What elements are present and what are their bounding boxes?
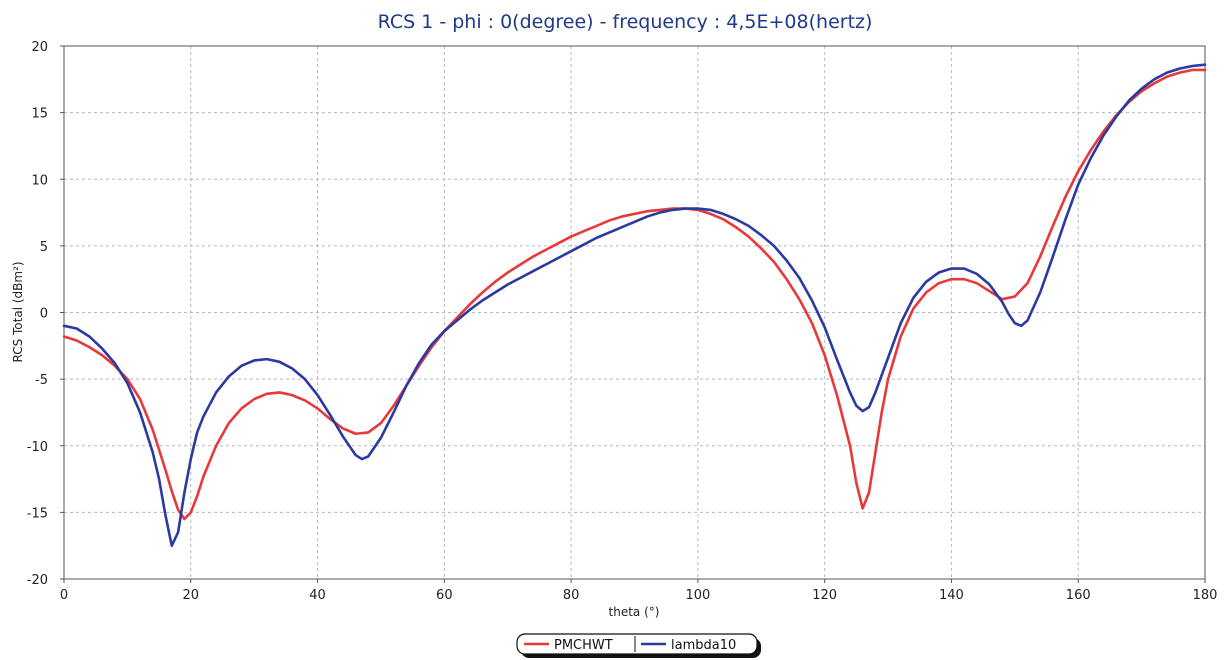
y-tick-label: -20 (27, 573, 48, 588)
y-tick-label: 5 (40, 240, 48, 255)
y-tick-label: 10 (31, 173, 48, 188)
plot-area-frame (63, 45, 1206, 580)
y-tick-label: 0 (40, 307, 48, 322)
tick-labels: 0 20 40 60 80 100 120 140 160 180 -20 -15 -10 -5 0 5 10 1… (27, 40, 1218, 603)
series-lines (62, 63, 1207, 547)
chart-title: RCS 1 - phi : 0(degree) - frequency : 4,… (378, 11, 873, 33)
y-tick-label: -5 (35, 373, 48, 388)
legend-box (516, 633, 758, 655)
x-tick-label: 40 (309, 588, 326, 603)
x-tick-label: 80 (563, 588, 580, 603)
legend: PMCHWT lambda10 (516, 633, 761, 658)
y-tick-label: 15 (31, 107, 48, 122)
legend-label-pmchwt: PMCHWT (554, 638, 613, 653)
x-tick-label: 180 (1193, 588, 1218, 603)
x-tick-label: 120 (812, 588, 837, 603)
x-tick-label: 20 (183, 588, 200, 603)
series-line-lambda10 (62, 63, 1207, 547)
x-axis-label: theta (°) (609, 605, 660, 619)
x-tick-label: 0 (60, 588, 68, 603)
y-tick-label: -10 (27, 440, 48, 455)
y-tick-label: -15 (27, 506, 48, 521)
x-tick-label: 100 (685, 588, 710, 603)
grid-lines (63, 45, 1206, 580)
legend-label-lambda10: lambda10 (671, 638, 736, 653)
y-axis-label: RCS Total (dBm²) (11, 261, 25, 362)
x-tick-label: 60 (436, 588, 453, 603)
series-line-pmchwt (62, 68, 1207, 521)
x-tick-label: 140 (939, 588, 964, 603)
y-tick-label: 20 (31, 40, 48, 55)
x-tick-label: 160 (1066, 588, 1091, 603)
